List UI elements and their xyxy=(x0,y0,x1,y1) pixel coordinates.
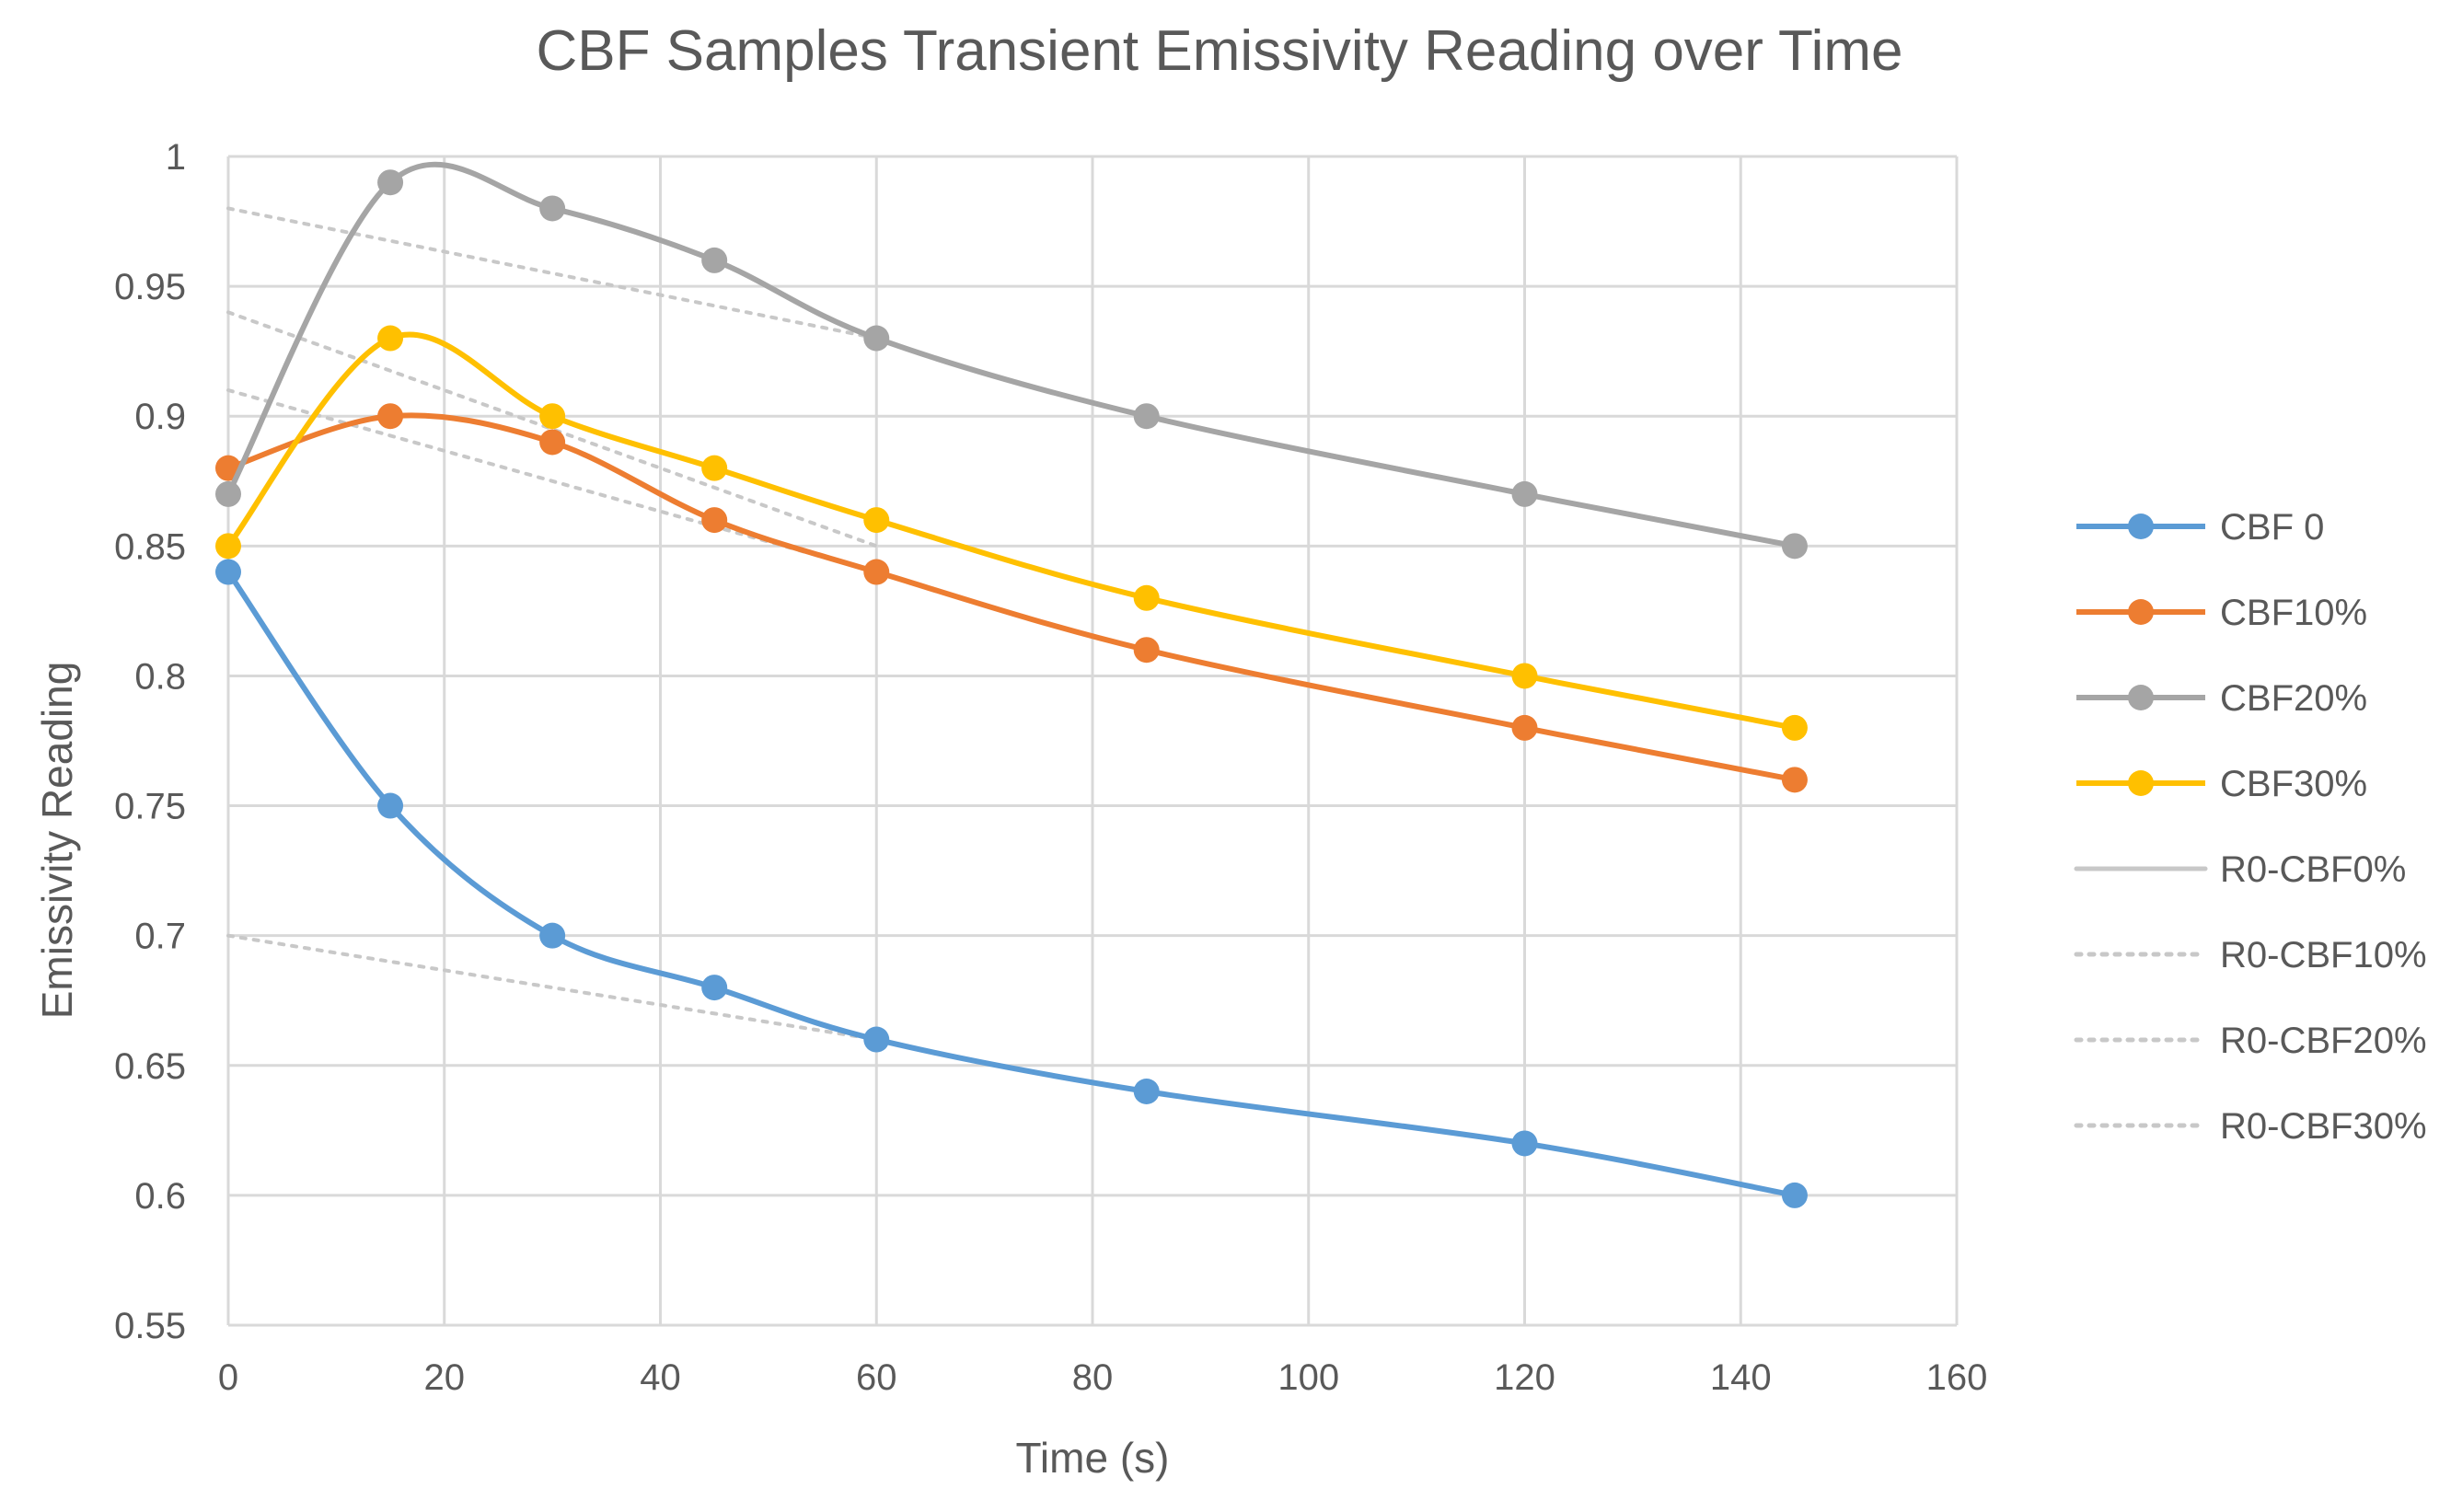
series-2-point-0 xyxy=(215,480,241,507)
x-tick-label: 140 xyxy=(1710,1357,1772,1398)
y-tick-label: 0.7 xyxy=(134,917,186,957)
series-3-point-5 xyxy=(1133,584,1160,611)
legend-item: R0-CBF30% xyxy=(2074,1106,2427,1147)
legend-marker xyxy=(2128,770,2154,796)
legend-marker xyxy=(2128,514,2154,539)
legend: CBF 0 CBF10% CBF20% CBF30% R0-CBF0% R0-CBF10%… xyxy=(2074,507,2427,1147)
x-tick-label: 60 xyxy=(856,1357,897,1398)
x-tick-label: 20 xyxy=(424,1357,466,1398)
series-1-point-3 xyxy=(701,507,728,534)
series-1-point-1 xyxy=(377,403,404,430)
y-tick-label: 0.75 xyxy=(114,787,186,827)
series-1-point-5 xyxy=(1133,637,1160,664)
y-tick-labels: 0.55 0.6 0.65 0.7 0.75 0.8 0.85 0.9 0.95 1 xyxy=(114,137,186,1346)
series-line-1 xyxy=(225,412,1798,783)
x-tick-label: 80 xyxy=(1072,1357,1114,1398)
x-tick-labels: 0 20 40 60 80 100 120 140 160 xyxy=(218,1357,1988,1398)
series-3-point-6 xyxy=(1511,663,1538,689)
series-0-point-5 xyxy=(1133,1079,1160,1104)
legend-item: CBF30% xyxy=(2076,764,2367,804)
series-2-point-1 xyxy=(377,169,404,196)
series-3-point-3 xyxy=(701,455,728,481)
grid xyxy=(226,155,1959,1327)
trendlines xyxy=(226,206,879,1042)
series-line-0 xyxy=(225,569,1798,1198)
series-3-point-1 xyxy=(377,325,404,352)
legend-label: CBF10% xyxy=(2220,593,2367,633)
series-1-point-4 xyxy=(863,559,890,585)
x-tick-label: 160 xyxy=(1926,1357,1988,1398)
series-lines xyxy=(215,161,1808,1208)
trendline-4 xyxy=(226,933,879,1042)
y-tick-label: 0.95 xyxy=(114,267,186,307)
y-tick-label: 0.85 xyxy=(114,526,186,567)
series-2-point-7 xyxy=(1781,533,1808,560)
series-2-point-5 xyxy=(1133,403,1160,430)
series-1-point-2 xyxy=(539,429,566,456)
series-3-point-7 xyxy=(1781,714,1808,741)
legend-label: R0-CBF30% xyxy=(2220,1106,2427,1147)
legend-item: CBF20% xyxy=(2076,678,2367,719)
trendline-3 xyxy=(226,310,879,548)
x-axis-label: Time (s) xyxy=(1016,1434,1170,1482)
y-tick-label: 0.65 xyxy=(114,1046,186,1087)
series-3-point-4 xyxy=(863,507,890,534)
series-2-point-6 xyxy=(1511,480,1538,507)
legend-marker xyxy=(2128,685,2154,710)
chart-title: CBF Samples Transient Emissivity Reading… xyxy=(536,19,1902,83)
series-0-point-6 xyxy=(1511,1130,1538,1157)
series-0-point-3 xyxy=(701,975,728,1001)
legend-label: R0-CBF10% xyxy=(2220,935,2427,975)
legend-label: CBF 0 xyxy=(2220,507,2324,548)
y-tick-label: 0.9 xyxy=(134,397,186,437)
series-2-point-2 xyxy=(539,195,566,222)
y-tick-label: 0.6 xyxy=(134,1176,186,1217)
trendline-2 xyxy=(226,206,879,340)
legend-item: R0-CBF20% xyxy=(2074,1021,2427,1061)
y-tick-label: 0.55 xyxy=(114,1306,186,1346)
legend-label: R0-CBF20% xyxy=(2220,1021,2427,1061)
series-0-point-1 xyxy=(377,792,404,819)
x-tick-label: 100 xyxy=(1278,1357,1339,1398)
series-0-point-0 xyxy=(215,559,241,585)
series-0-point-7 xyxy=(1781,1182,1808,1208)
x-tick-label: 0 xyxy=(218,1357,238,1398)
legend-item: R0-CBF10% xyxy=(2074,935,2427,975)
y-axis-label: Emissivity Reading xyxy=(33,662,81,1020)
legend-label: CBF20% xyxy=(2220,678,2367,719)
series-1-point-7 xyxy=(1781,767,1808,793)
legend-label: R0-CBF0% xyxy=(2220,849,2406,890)
legend-item: R0-CBF0% xyxy=(2074,849,2406,890)
series-3-point-0 xyxy=(215,533,241,560)
legend-label: CBF30% xyxy=(2220,764,2367,804)
series-1-point-6 xyxy=(1511,714,1538,741)
y-tick-label: 0.8 xyxy=(134,656,186,697)
trendline-1 xyxy=(226,388,879,574)
series-0-point-2 xyxy=(539,922,566,949)
legend-item: CBF10% xyxy=(2076,593,2367,633)
series-2-point-3 xyxy=(701,247,728,273)
x-tick-label: 120 xyxy=(1494,1357,1555,1398)
x-tick-label: 40 xyxy=(640,1357,681,1398)
legend-item: CBF 0 xyxy=(2076,507,2324,548)
legend-marker xyxy=(2128,599,2154,625)
series-2-point-4 xyxy=(863,325,890,352)
series-3-point-2 xyxy=(539,403,566,430)
series-0-point-4 xyxy=(863,1026,890,1053)
y-tick-label: 1 xyxy=(166,137,186,178)
series-line-3 xyxy=(225,331,1798,731)
